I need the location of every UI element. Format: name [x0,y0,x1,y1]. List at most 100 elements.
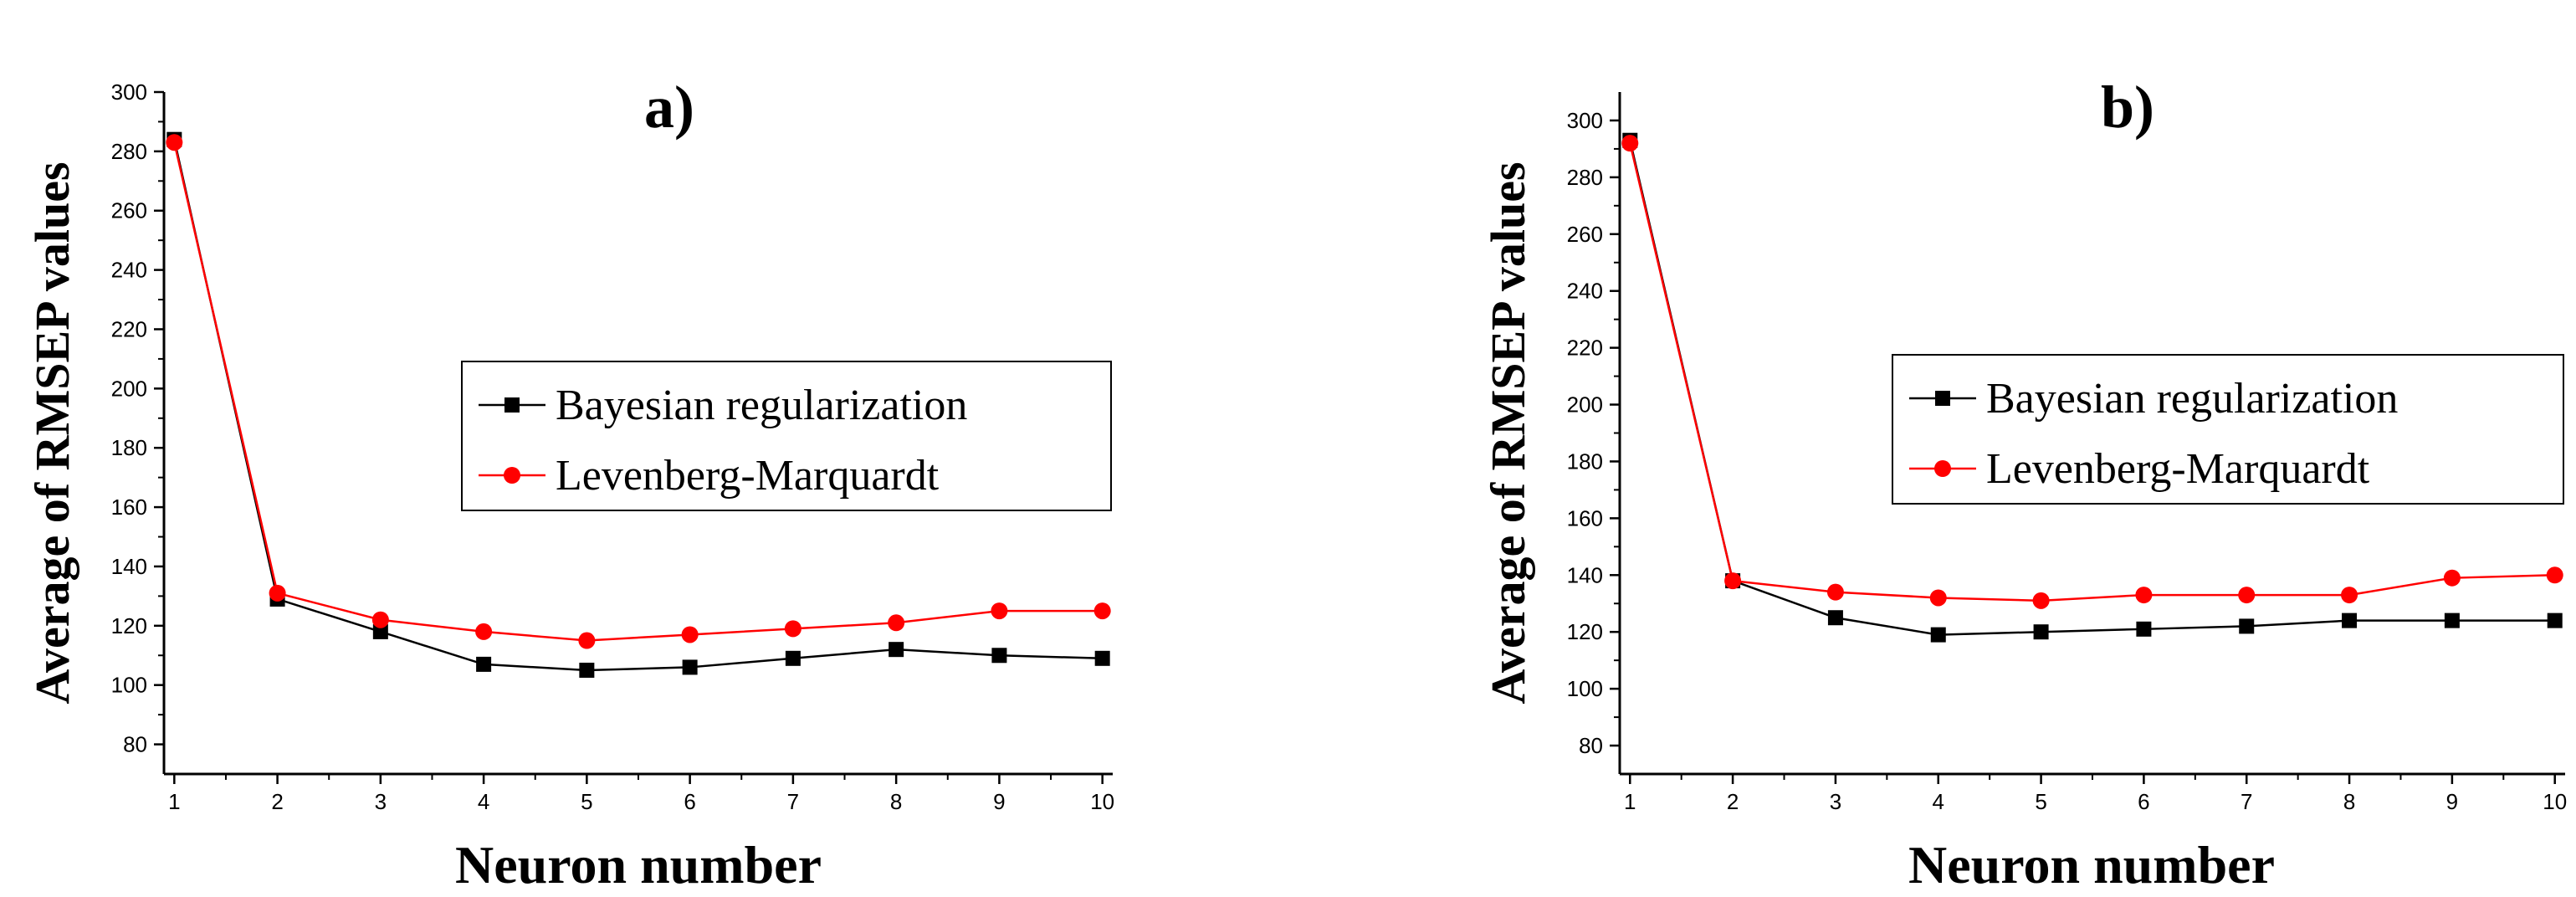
x-tick-label: 7 [787,789,799,814]
x-tick-label: 5 [2035,789,2046,814]
y-tick-label: 120 [111,613,147,638]
x-axis-title: Neuron number [1908,835,2275,894]
y-tick-label: 240 [1567,279,1603,304]
x-tick-label: 1 [168,789,180,814]
x-tick-label: 3 [375,789,387,814]
legend-marker [1935,391,1950,406]
data-point [888,614,905,632]
data-point [2033,624,2049,640]
data-point [578,632,596,649]
data-point [476,656,492,672]
data-point [681,626,699,643]
y-tick-label: 280 [1567,165,1603,190]
y-tick-label: 120 [1567,619,1603,644]
y-tick-label: 300 [111,79,147,105]
y-tick-label: 220 [1567,336,1603,361]
x-tick-label: 1 [1624,789,1636,814]
y-axis-title: Average of RMSEP values [25,161,79,704]
panel-label: b) [2101,74,2154,141]
x-tick-label: 6 [684,789,695,814]
y-tick-label: 180 [111,435,147,460]
x-tick-label: 9 [2446,789,2458,814]
data-point [1929,589,1947,607]
x-tick-label: 5 [581,789,592,814]
x-tick-label: 10 [1090,789,1114,814]
data-point [2443,569,2461,587]
chart-panel-b: 80 100 120 140 160 180 200 220 240 260 280 300 1 2 3 4 5… [1481,74,2567,894]
legend-box [1892,354,2564,505]
x-tick-label: 8 [890,789,902,814]
series-line-2 [173,141,1103,642]
data-point [2342,613,2358,628]
y-tick-label: 260 [111,198,147,223]
y-tick-label: 200 [1567,392,1603,418]
series-line-1 [1629,140,2555,636]
y-tick-label: 160 [1567,505,1603,531]
data-point [372,623,388,639]
legend-label: Bayesian regularization [1986,375,2398,423]
data-point [991,648,1007,664]
x-tick-label: 2 [271,789,283,814]
legend-marker [504,397,520,413]
legend-marker [1934,460,1951,477]
data-point [2136,621,2152,637]
y-tick-label: 260 [1567,222,1603,247]
data-point [269,584,286,602]
data-point [2547,613,2563,628]
data-point [2135,587,2153,604]
data-point [371,611,389,628]
y-tick-label: 80 [123,732,147,757]
legend-marker [504,467,520,484]
x-tick-label: 3 [1830,789,1841,814]
y-tick-label: 100 [111,673,147,698]
y-tick-label: 140 [1567,562,1603,587]
data-point [475,623,493,640]
y-tick-label: 100 [1567,676,1603,701]
data-point [166,134,183,151]
x-tick-label: 2 [1727,789,1739,814]
x-tick-label: 4 [1933,789,1944,814]
data-point [1724,572,1742,590]
chart-panel-a: 80 100 120 140 160 180 200 220 240 260 280 300 1 2 3 4 5… [25,74,1114,894]
y-tick-label: 180 [1567,448,1603,474]
series-line-1 [173,139,1103,672]
data-point [2239,618,2255,634]
panel-label: a) [644,74,694,141]
data-point [1094,650,1110,666]
data-point [889,642,904,658]
legend-label: Bayesian regularization [556,382,967,429]
legend-label: Levenberg-Marquardt [1986,445,2370,493]
data-point [991,602,1008,620]
data-point [1826,583,1844,601]
data-point [1093,602,1111,620]
y-tick-label: 140 [111,554,147,579]
data-point [2546,566,2563,584]
data-point [785,650,801,666]
data-point [784,620,801,638]
data-point [579,662,595,678]
y-tick-label: 160 [111,495,147,520]
x-tick-label: 10 [2543,789,2567,814]
x-axis-title: Neuron number [455,835,822,894]
y-axis-title: Average of RMSEP values [1481,161,1535,704]
y-tick-label: 240 [111,258,147,283]
data-point [682,659,698,675]
data-point [1621,135,1639,152]
y-tick-label: 280 [111,139,147,164]
x-tick-label: 9 [993,789,1005,814]
x-tick-label: 4 [478,789,489,814]
data-point [1827,610,1843,626]
x-tick-label: 8 [2343,789,2355,814]
legend-label: Levenberg-Marquardt [556,452,940,500]
data-point [2444,613,2460,628]
data-point [2341,587,2358,604]
data-point [2238,587,2256,604]
x-tick-label: 7 [2241,789,2252,814]
y-tick-label: 200 [111,376,147,401]
y-tick-label: 300 [1567,108,1603,133]
series-line-2 [1629,142,2555,602]
data-point [2032,592,2050,609]
legend-box [461,361,1112,511]
data-point [1930,627,1946,643]
